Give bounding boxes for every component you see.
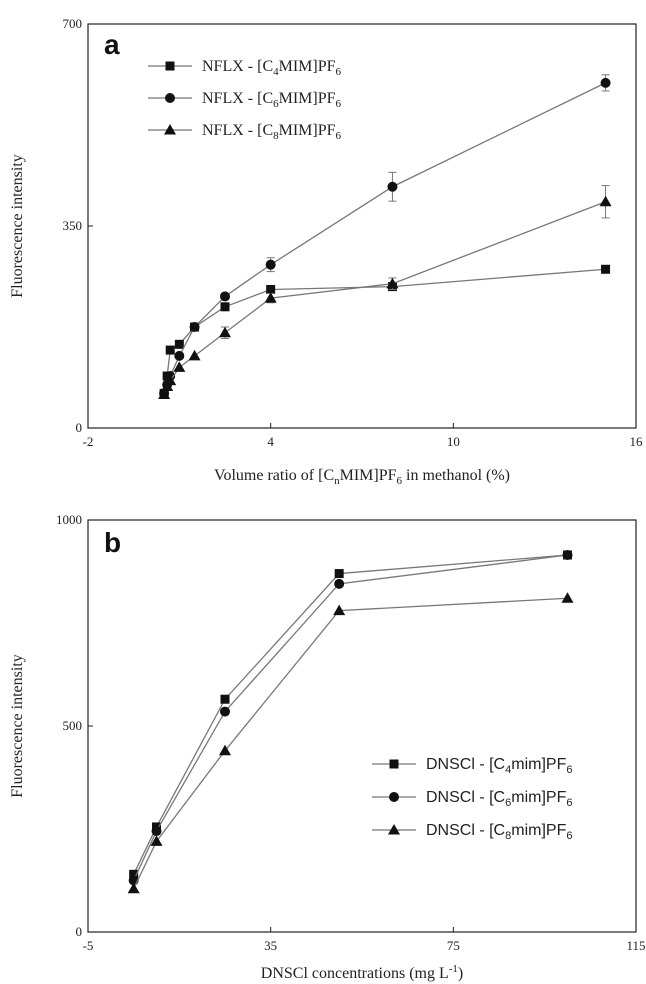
y-tick-label-a-1: 350	[63, 218, 83, 233]
legend-a-0-point-marker	[165, 61, 175, 71]
a-series-0-point-6	[266, 284, 276, 294]
b-series-2-point-3	[333, 604, 346, 616]
b-series-2-line	[133, 597, 568, 890]
panel-label-a: a	[104, 29, 120, 60]
legend-b-2-point-marker	[388, 824, 400, 835]
legend-label-b-1: DNSCl - [C6mim]PF6	[426, 789, 572, 809]
y-tick-label-b-0: 0	[76, 924, 83, 939]
legend-a-1-point-marker	[165, 93, 175, 103]
a-series-2-point-7	[386, 277, 399, 289]
legend-label-b-0: DNSCl - [C4mim]PF6	[426, 756, 572, 776]
legend-label-b-2: DNSCl - [C8mim]PF6	[426, 822, 572, 842]
b-series-0-point-0	[129, 869, 139, 879]
a-series-2-point-5	[219, 326, 231, 338]
a-series-0-point-3	[174, 339, 184, 349]
a-series-1-point-4	[189, 322, 200, 332]
legend-entry-b-2: DNSCl - [C8mim]PF6	[372, 822, 572, 842]
legend-entry-a-1: NFLX - [C6MIM]PF6	[148, 90, 342, 110]
b-series-2-point-2	[219, 744, 231, 756]
b-series-0-point-2	[220, 694, 230, 704]
a-series-1-point-7	[387, 181, 398, 192]
legend-entry-a-0: NFLX - [C4MIM]PF6	[148, 58, 342, 78]
a-series-2-point-0	[158, 388, 171, 400]
a-series-1-point-8	[600, 77, 611, 88]
legend-entry-a-2: NFLX - [C8MIM]PF6	[148, 122, 342, 142]
a-series-0-point-8	[601, 264, 611, 274]
plot-frame-a	[87, 23, 637, 429]
y-tick-label-a-0: 0	[76, 420, 83, 435]
a-series-0-line	[163, 268, 606, 394]
a-series-2-point-8	[599, 195, 612, 207]
a-series-2-point-1	[161, 380, 174, 391]
x-tick-label-b-1: 35	[264, 938, 277, 953]
legend-label-a-2: NFLX - [C8MIM]PF6	[202, 122, 342, 142]
b-series-1-point-1	[151, 826, 162, 837]
b-series-1-point-3	[334, 578, 345, 589]
a-series-1-point-3	[174, 350, 185, 361]
a-series-1-point-5	[220, 291, 230, 302]
series-b-triangle	[127, 592, 574, 894]
y-tick-label-a-2: 700	[63, 16, 83, 31]
x-axis-title-a: Volume ratio of [CnMIM]PF6 in methanol (…	[214, 467, 510, 487]
chart-panel-a: a -2 4 10 16 0 350 700 NFLX - [C4MIM]PF6 NFLX -…	[9, 16, 643, 487]
a-series-2-point-3	[173, 361, 186, 372]
b-series-0-point-3	[334, 569, 344, 579]
x-tick-label-b-0: -5	[83, 938, 94, 953]
legend-a-2-point-marker	[164, 124, 176, 135]
y-axis-title-a: Fluorescence intensity	[9, 154, 26, 298]
series-b-circle	[128, 550, 573, 886]
x-tick-label-b-3: 115	[626, 938, 645, 953]
a-series-2-point-2	[164, 374, 177, 386]
y-axis-title-b: Fluorescence intensity	[9, 654, 26, 798]
b-series-2-point-4	[561, 592, 574, 603]
a-series-1-point-6	[265, 259, 276, 270]
b-series-2-point-1	[150, 835, 163, 846]
y-tick-label-b-2: 1000	[56, 512, 82, 527]
legend-entry-b-0: DNSCl - [C4mim]PF6	[372, 756, 572, 776]
a-series-0-point-2	[165, 345, 175, 355]
x-tick-label-a-0: -2	[83, 434, 94, 449]
x-tick-label-b-2: 75	[447, 938, 460, 953]
b-series-1-point-2	[220, 706, 230, 717]
a-series-0-point-5	[220, 302, 230, 312]
a-series-2-point-6	[264, 292, 277, 303]
x-tick-label-a-1: 4	[267, 434, 274, 449]
x-tick-label-a-2: 10	[447, 434, 460, 449]
a-series-2-line	[163, 201, 606, 395]
y-tick-label-b-1: 500	[63, 718, 83, 733]
a-series-2-point-4	[188, 349, 201, 361]
x-axis-title-b: DNSCl concentrations (mg L-1)	[261, 963, 463, 982]
b-series-1-point-4	[562, 550, 573, 561]
panel-label-b: b	[104, 527, 121, 558]
legend-b-1-point-marker	[389, 792, 399, 802]
chart-panel-b: b -5 35 75 115 0 500 1000 DNSCl - [C4mim]PF6 DN…	[9, 512, 646, 982]
legend-label-a-0: NFLX - [C4MIM]PF6	[202, 58, 342, 78]
legend-label-a-1: NFLX - [C6MIM]PF6	[202, 90, 342, 110]
plot-frame-b	[87, 519, 637, 933]
x-tick-label-a-3: 16	[630, 434, 644, 449]
legend-entry-b-1: DNSCl - [C6mim]PF6	[372, 789, 572, 809]
b-series-2-point-0	[127, 882, 140, 894]
series-a-triangle	[158, 185, 612, 400]
legend-b-0-point-marker	[389, 759, 399, 769]
